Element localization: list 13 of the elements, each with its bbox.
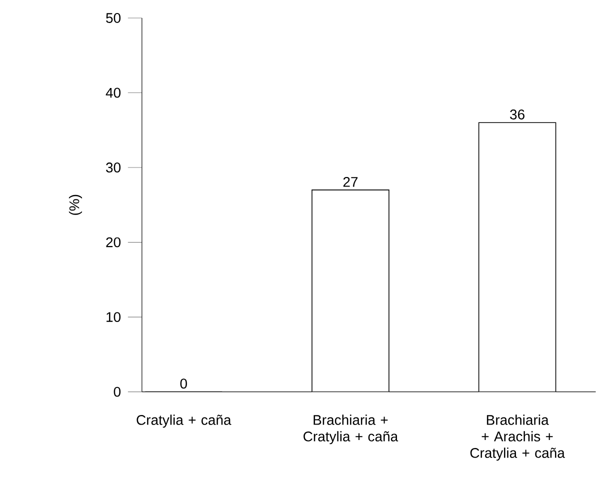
y-tick-label: 0 [114, 386, 121, 397]
data-label: 27 [343, 177, 358, 187]
y-tick-label: 40 [106, 88, 121, 98]
y-tick-label: 10 [106, 312, 121, 322]
x-tick-label: Brachiaria + Arachis + Cratylia + caña [470, 414, 565, 461]
data-label: 0 [180, 378, 187, 389]
x-tick-label: Cratylia + caña [136, 414, 232, 428]
y-axis-title: (%) [68, 195, 82, 216]
y-tick-label: 20 [106, 237, 121, 248]
y-tick-label: 50 [106, 13, 121, 24]
data-label: 36 [510, 110, 524, 120]
y-tick-label: 30 [106, 162, 121, 173]
x-tick-label: Brachiaria + Cratylia + caña [304, 414, 398, 444]
